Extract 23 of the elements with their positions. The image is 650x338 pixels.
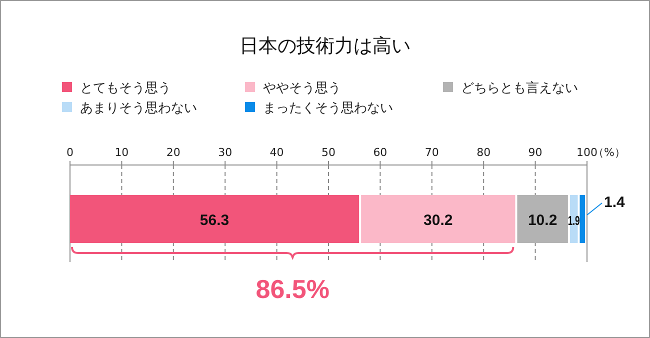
legend-label: とてもそう思う [80,81,171,96]
x-tick-label: 50 [322,146,336,159]
x-tick-label: 30 [218,146,232,159]
data-label: 56.3 [200,212,230,229]
text: 86.5% [256,274,330,304]
x-tick-label: 80 [476,146,491,159]
x-tick-label: 20 [166,146,180,159]
legend-label: ややそう思う [263,81,341,96]
x-tick-label: 60 [373,146,388,159]
data-label: 30.2 [424,212,453,229]
x-tick-label: 40 [270,146,284,159]
legend-label: どちらとも言えない [461,80,578,96]
x-tick-label: 10 [114,146,129,159]
data-label: 1.9 [568,213,586,228]
title: 日本の技術力は高い [240,35,410,57]
x-tick-label: 70 [424,146,439,159]
x-tick-label: 100 [576,146,598,159]
legend-label: あまりそう思わない [80,101,197,116]
legend-label: まったくそう思わない [263,101,393,116]
x-tick-label: 0 [66,146,74,159]
data-label: 1.4 [604,194,626,211]
data-label: 10.2 [528,212,558,229]
x-tick-label: 90 [528,146,542,159]
